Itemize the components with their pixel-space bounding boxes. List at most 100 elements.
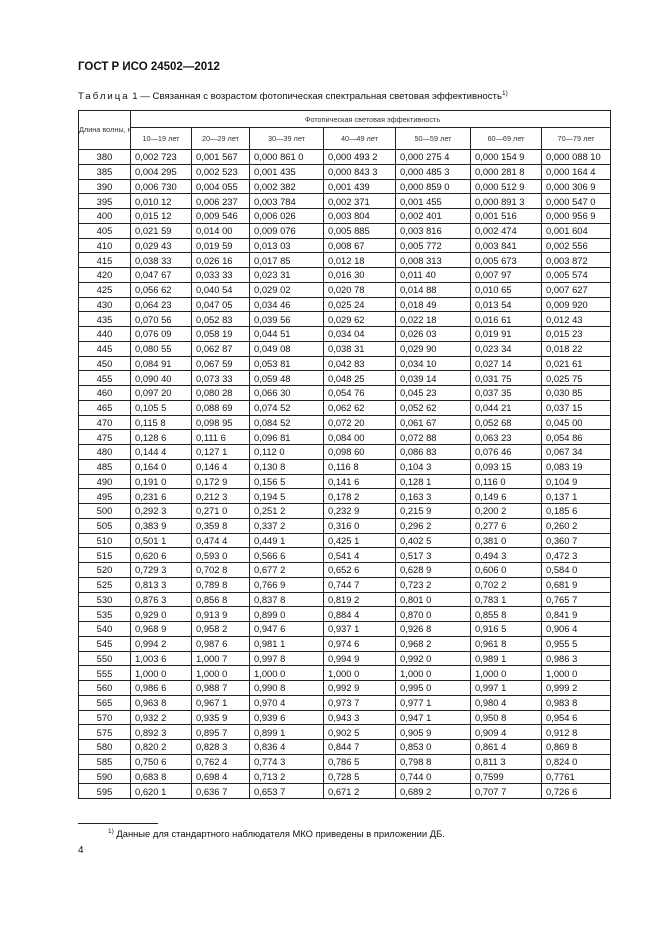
- efficiency-cell: 0,636 7: [191, 783, 250, 799]
- efficiency-cell: 0,194 5: [249, 488, 324, 504]
- efficiency-cell: 0,620 6: [130, 547, 192, 563]
- efficiency-cell: 0,501 1: [130, 532, 192, 549]
- wavelength-cell: 420: [78, 267, 131, 283]
- efficiency-cell: 0,040 54: [191, 281, 250, 298]
- efficiency-cell: 0,012 43: [540, 311, 612, 327]
- efficiency-cell: 0,006 026: [249, 208, 324, 224]
- efficiency-cell: 0,164 0: [130, 458, 192, 475]
- wavelength-cell: 390: [78, 178, 131, 195]
- wavelength-cell: 495: [78, 488, 131, 504]
- efficiency-cell: 0,836 4: [249, 739, 324, 755]
- efficiency-cell: 0,127 1: [191, 444, 250, 460]
- efficiency-cell: 1,000 0: [470, 665, 542, 681]
- table-row: 430 0,064 23 0,047 05 0,034 46 0,025 24 0,018…: [78, 296, 612, 313]
- efficiency-cell: 0,837 8: [249, 591, 324, 608]
- efficiency-cell: 0,025 75: [540, 370, 612, 386]
- efficiency-cell: 0,146 4: [191, 458, 250, 475]
- efficiency-cell: 0,786 5: [323, 753, 396, 770]
- efficiency-cell: 0,002 523: [191, 163, 250, 180]
- efficiency-cell: 0,130 8: [249, 458, 324, 475]
- efficiency-cell: 0,000 859 0: [395, 178, 471, 195]
- efficiency-cell: 0,002 723: [130, 149, 192, 165]
- efficiency-cell: 0,039 56: [249, 311, 324, 327]
- wavelength-cell: 485: [78, 458, 131, 475]
- efficiency-cell: 0,954 6: [540, 709, 612, 726]
- efficiency-cell: 0,019 91: [470, 326, 542, 342]
- efficiency-cell: 0,014 88: [395, 281, 471, 298]
- efficiency-cell: 0,076 46: [470, 444, 542, 460]
- efficiency-cell: 0,628 9: [395, 562, 471, 578]
- wavelength-cell: 410: [78, 237, 131, 254]
- efficiency-cell: 0,003 816: [395, 222, 471, 239]
- efficiency-cell: 0,052 68: [470, 414, 542, 431]
- efficiency-cell: 0,992 0: [395, 650, 471, 667]
- efficiency-cell: 0,593 0: [191, 547, 250, 563]
- efficiency-cell: 0,062 87: [191, 340, 250, 357]
- table-row: 505 0,383 9 0,359 8 0,337 2 0,316 0 0,296 2 0,…: [78, 517, 612, 534]
- efficiency-cell: 0,063 23: [470, 429, 542, 445]
- efficiency-cell: 0,937 1: [323, 621, 396, 637]
- efficiency-cell: 0,000 843 3: [323, 163, 396, 180]
- efficiency-cell: 0,905 9: [395, 724, 471, 740]
- wavelength-cell: 540: [78, 621, 131, 637]
- table-row: 445 0,080 55 0,062 87 0,049 08 0,038 31 0,029…: [78, 340, 612, 357]
- efficiency-cell: 0,029 90: [395, 340, 471, 357]
- efficiency-cell: 0,003 804: [323, 208, 396, 224]
- efficiency-cell: 0,935 9: [191, 709, 250, 726]
- efficiency-cell: 0,584 0: [540, 562, 612, 578]
- efficiency-cell: 0,011 40: [395, 267, 471, 283]
- table-row: 415 0,038 33 0,026 16 0,017 85 0,012 18 0,008…: [78, 252, 612, 268]
- efficiency-cell: 0,231 6: [130, 488, 192, 504]
- efficiency-cell: 0,653 7: [249, 783, 324, 799]
- efficiency-cell: 0,000 512 9: [470, 178, 542, 195]
- efficiency-cell: 0,992 9: [323, 680, 396, 696]
- efficiency-cell: 0,000 154 9: [470, 149, 542, 165]
- efficiency-cell: 0,076 09: [130, 326, 192, 342]
- table-row: 540 0,968 9 0,958 2 0,947 6 0,937 1 0,926 8 0,…: [78, 621, 612, 637]
- efficiency-cell: 0,185 6: [540, 503, 612, 519]
- table-row: 395 0,010 12 0,006 237 0,003 784 0,002 371 0,…: [78, 193, 612, 209]
- efficiency-cell: 0,034 46: [249, 296, 324, 313]
- efficiency-cell: 1,000 0: [395, 665, 471, 681]
- table-row: 545 0,994 2 0,987 6 0,981 1 0,974 6 0,968 2 0,…: [78, 635, 612, 652]
- efficiency-cell: 0,111 6: [191, 429, 250, 445]
- table-row: 555 1,000 0 1,000 0 1,000 0 1,000 0 1,000 0 1,…: [78, 665, 612, 681]
- table-row: 385 0,004 295 0,002 523 0,001 435 0,000 843 …: [78, 163, 612, 180]
- efficiency-cell: 0,070 56: [130, 311, 192, 327]
- efficiency-cell: 0,062 62: [323, 399, 396, 416]
- efficiency-cell: 0,008 67: [323, 237, 396, 254]
- table-row: 500 0,292 3 0,271 0 0,251 2 0,232 9 0,215 9 0,…: [78, 503, 612, 519]
- table-row: 380 0,002 723 0,001 567 0,000 861 0 0,000 49…: [78, 149, 612, 165]
- efficiency-cell: 0,994 9: [323, 650, 396, 667]
- efficiency-cell: 0,013 54: [470, 296, 542, 313]
- wavelength-cell: 460: [78, 385, 131, 401]
- efficiency-cell: 0,820 2: [130, 739, 192, 755]
- efficiency-cell: 0,961 8: [470, 635, 542, 652]
- table-row: 565 0,963 8 0,967 1 0,970 4 0,973 7 0,977 1 0,…: [78, 694, 612, 711]
- wavelength-cell: 560: [78, 680, 131, 696]
- efficiency-cell: 0,766 9: [249, 576, 324, 593]
- table-row: 460 0,097 20 0,080 28 0,066 30 0,054 76 0,045…: [78, 385, 612, 401]
- efficiency-cell: 0,702 8: [191, 562, 250, 578]
- wavelength-cell: 555: [78, 665, 131, 681]
- efficiency-cell: 0,029 02: [249, 281, 324, 298]
- efficiency-cell: 0,141 6: [323, 473, 396, 490]
- footnote-divider: [78, 823, 158, 824]
- efficiency-cell: 0,983 8: [540, 694, 612, 711]
- efficiency-cell: 0,029 43: [130, 237, 192, 254]
- efficiency-cell: 0,943 3: [323, 709, 396, 726]
- efficiency-cell: 0,086 83: [395, 444, 471, 460]
- efficiency-cell: 0,010 65: [470, 281, 542, 298]
- efficiency-cell: 0,025 24: [323, 296, 396, 313]
- efficiency-cell: 0,853 0: [395, 739, 471, 755]
- table-row: 405 0,021 59 0,014 00 0,009 076 0,005 885 0,0…: [78, 222, 612, 239]
- wavelength-cell: 595: [78, 783, 131, 799]
- efficiency-cell: 0,947 1: [395, 709, 471, 726]
- efficiency-cell: 0,909 4: [470, 724, 542, 740]
- efficiency-cell: 0,744 7: [323, 576, 396, 593]
- efficiency-cell: 0,855 8: [470, 606, 542, 622]
- table-row: 440 0,076 09 0,058 19 0,044 51 0,034 04 0,026…: [78, 326, 612, 342]
- efficiency-cell: 0,156 5: [249, 473, 324, 490]
- efficiency-cell: 0,058 19: [191, 326, 250, 342]
- efficiency-cell: 0,178 2: [323, 488, 396, 504]
